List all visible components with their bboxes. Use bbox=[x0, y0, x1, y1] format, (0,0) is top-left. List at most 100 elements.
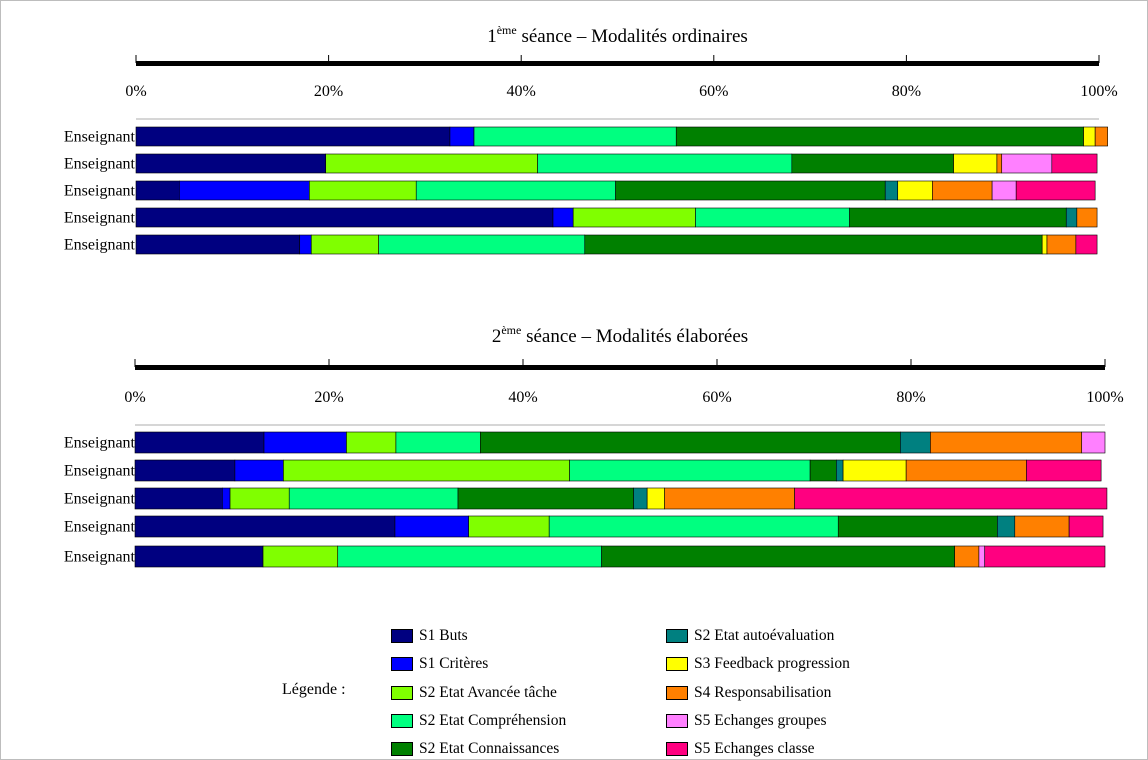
panel-2-bar-segment bbox=[633, 487, 648, 510]
panel-1-tick-label: 0% bbox=[125, 83, 146, 100]
panel-1-title: 1ème séance – Modalités ordinaires bbox=[487, 23, 748, 47]
panel-1-tick-label: 80% bbox=[892, 83, 921, 100]
panel-2-bar-segment bbox=[978, 545, 986, 568]
panel-1-category-label: Enseignant 2 bbox=[64, 156, 147, 173]
panel-2-bar-segment bbox=[809, 459, 837, 482]
panel-1-category-label: Enseignant 3 bbox=[64, 183, 147, 200]
panel-1-bar-segment bbox=[953, 153, 998, 174]
panel-2-bar-segment bbox=[997, 515, 1016, 538]
panel-2-bar-segment bbox=[134, 459, 236, 482]
panel-1-category-label: Enseignant 5 bbox=[64, 237, 147, 254]
panel-1-bar-segment bbox=[1046, 234, 1077, 255]
panel-2-bar-segment bbox=[601, 545, 955, 568]
panel-2-bar-segment bbox=[954, 545, 980, 568]
panel-1-bar-segment bbox=[695, 207, 850, 228]
panel-1-bar-segment bbox=[1083, 126, 1096, 147]
panel-1-bar-segment bbox=[932, 180, 993, 201]
panel-1-bar-segment bbox=[584, 234, 1043, 255]
panel-2-bar-segment bbox=[1068, 515, 1104, 538]
panel-2-title: 2ème séance – Modalités élaborées bbox=[492, 323, 748, 347]
panel-1-bar-segment bbox=[1015, 180, 1096, 201]
panel-2-bar-segment bbox=[480, 431, 901, 454]
panel-2-bar-segment bbox=[229, 487, 290, 510]
panel-2-bar-segment bbox=[905, 459, 1027, 482]
panel-1-bar-segment bbox=[1076, 207, 1098, 228]
panel-2-category-label: Enseignant 5 bbox=[64, 549, 147, 566]
panel-1-bar-segment bbox=[378, 234, 586, 255]
panel-2-bar-segment bbox=[234, 459, 284, 482]
panel-2-bar-segment bbox=[457, 487, 634, 510]
panel-2-category-label: Enseignant 1 bbox=[64, 435, 147, 452]
panel-2-bar-segment bbox=[134, 487, 223, 510]
panel-1-bar-segment bbox=[572, 207, 696, 228]
panel-2-category-label: Enseignant 4 bbox=[64, 519, 147, 536]
panel-2-bar-segment bbox=[984, 545, 1106, 568]
panel-2-bar-segment bbox=[900, 431, 931, 454]
panel-2-bar-segment bbox=[569, 459, 811, 482]
panel-2-bar-segment bbox=[1014, 515, 1070, 538]
panel-1-tick-label: 40% bbox=[507, 83, 536, 100]
panel-1-category-label: Enseignant 4 bbox=[64, 210, 147, 227]
panel-1-bar-segment bbox=[991, 180, 1017, 201]
panel-1-bar-segment bbox=[473, 126, 677, 147]
panel-2-bar-segment bbox=[548, 515, 839, 538]
panel-1-bar-segment bbox=[996, 153, 1003, 174]
panel-2-tick-label: 80% bbox=[896, 389, 925, 406]
panel-1-bar-segment bbox=[325, 153, 538, 174]
panel-2-category-label: Enseignant 3 bbox=[64, 491, 147, 508]
panel-1-bar-segment bbox=[1051, 153, 1098, 174]
panel-2-bar-segment bbox=[337, 545, 602, 568]
panel-1-bar-segment bbox=[135, 234, 301, 255]
panel-2-bar-segment bbox=[468, 515, 550, 538]
panel-2-tick-label: 0% bbox=[124, 389, 145, 406]
panel-2-bar-segment bbox=[794, 487, 1108, 510]
panel-1-bar-segment bbox=[1001, 153, 1053, 174]
panel-1-bar-segment bbox=[1094, 126, 1108, 147]
panel-2-bar-segment bbox=[842, 459, 907, 482]
panel-2-bar-segment bbox=[134, 431, 265, 454]
panel-1-bar-segment bbox=[299, 234, 312, 255]
panel-2-bar-segment bbox=[346, 431, 397, 454]
panel-2-bar-segment bbox=[836, 459, 844, 482]
panel-1-tick-label: 60% bbox=[699, 83, 728, 100]
panel-1-bar-segment bbox=[1075, 234, 1098, 255]
panel-2-tick-label: 100% bbox=[1086, 389, 1123, 406]
panel-1-bar-segment bbox=[179, 180, 310, 201]
panel-1-bar-segment bbox=[884, 180, 899, 201]
panel-2-bar-segment bbox=[837, 515, 998, 538]
panel-2-tick-label: 40% bbox=[508, 389, 537, 406]
panel-2-bar-segment bbox=[646, 487, 665, 510]
panel-2-bar-segment bbox=[664, 487, 795, 510]
panel-2-tick-label: 60% bbox=[702, 389, 731, 406]
panel-2-bar-segment bbox=[262, 545, 339, 568]
panel-2-bar-segment bbox=[395, 431, 481, 454]
panel-2-bar-segment bbox=[930, 431, 1083, 454]
panel-2-bar-segment bbox=[288, 487, 459, 510]
panel-1-bar-segment bbox=[1041, 234, 1048, 255]
panel-1-bar-segment bbox=[449, 126, 475, 147]
panel-1-bar-segment bbox=[537, 153, 793, 174]
panel-2-bar-segment bbox=[263, 431, 347, 454]
panel-2-bar-segment bbox=[1026, 459, 1102, 482]
panel-1-bar-segment bbox=[135, 180, 180, 201]
panel-2-bar-segment bbox=[283, 459, 570, 482]
panel-1-bar-segment bbox=[135, 153, 327, 174]
panel-1-bar-segment bbox=[552, 207, 574, 228]
panel-2-axis-line bbox=[135, 365, 1105, 370]
panel-1-bar-segment bbox=[415, 180, 616, 201]
panel-2-bar-segment bbox=[222, 487, 231, 510]
panel-2-category-label: Enseignant 2 bbox=[64, 463, 147, 480]
panel-1-axis-line bbox=[136, 61, 1099, 66]
panel-2-bar-segment bbox=[394, 515, 469, 538]
panel-1-bar-segment bbox=[310, 234, 379, 255]
panel-2-bar-segment bbox=[134, 515, 396, 538]
panel-1-bar-segment bbox=[135, 207, 554, 228]
panel-1-bar-segment bbox=[1065, 207, 1078, 228]
panel-1-tick-label: 100% bbox=[1080, 83, 1117, 100]
panel-2-bar-segment bbox=[134, 545, 264, 568]
panel-1-bar-segment bbox=[897, 180, 933, 201]
panel-2-bar-segment bbox=[1081, 431, 1106, 454]
panel-1-bar-segment bbox=[615, 180, 886, 201]
